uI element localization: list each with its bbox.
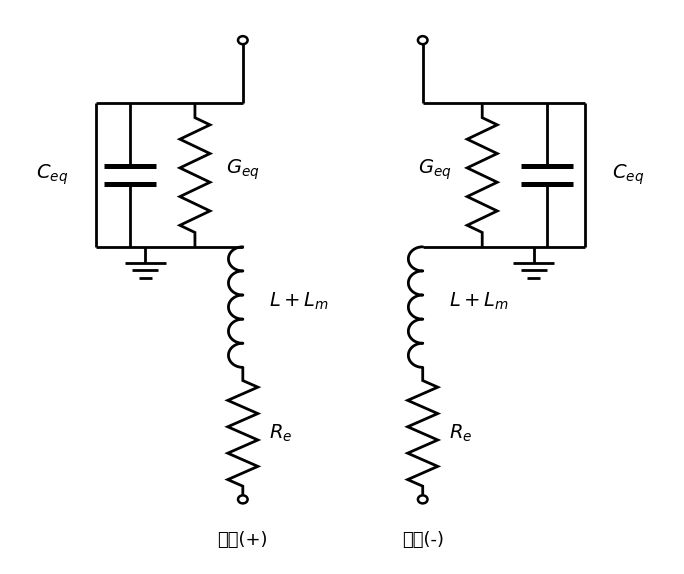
Text: 信号(+): 信号(+) — [218, 531, 268, 549]
Text: $G_{eq}$: $G_{eq}$ — [226, 157, 259, 181]
Text: $R_e$: $R_e$ — [449, 422, 472, 444]
Text: $L+L_m$: $L+L_m$ — [449, 290, 509, 312]
Text: $L+L_m$: $L+L_m$ — [269, 290, 329, 312]
Text: $G_{eq}$: $G_{eq}$ — [418, 157, 451, 181]
Circle shape — [238, 36, 248, 44]
Text: 信号(-): 信号(-) — [402, 531, 444, 549]
Text: $R_e$: $R_e$ — [269, 422, 292, 444]
Circle shape — [418, 495, 428, 503]
Circle shape — [238, 495, 248, 503]
Text: $C_{eq}$: $C_{eq}$ — [612, 163, 644, 187]
Text: $C_{eq}$: $C_{eq}$ — [36, 163, 68, 187]
Circle shape — [418, 36, 428, 44]
